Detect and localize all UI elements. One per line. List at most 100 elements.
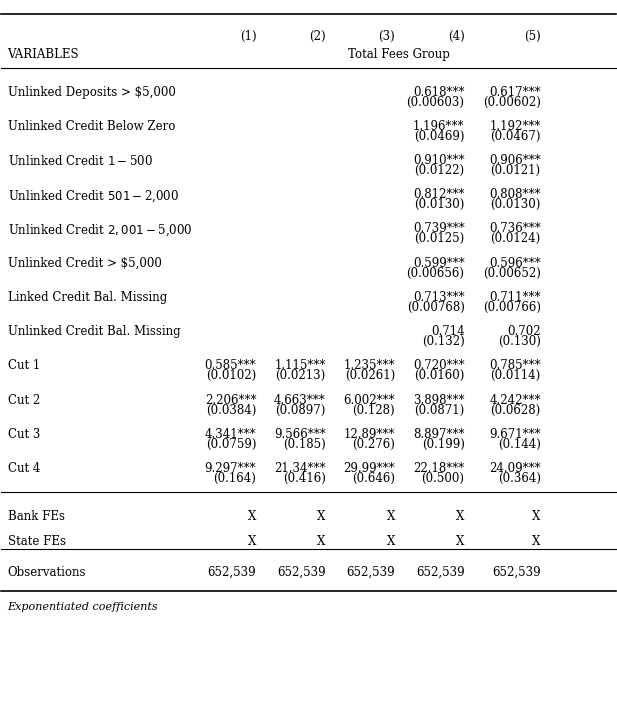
Text: 0.739***: 0.739*** xyxy=(413,222,465,236)
Text: 652,539: 652,539 xyxy=(416,566,465,579)
Text: Cut 3: Cut 3 xyxy=(7,428,40,441)
Text: 0.585***: 0.585*** xyxy=(205,360,256,372)
Text: 652,539: 652,539 xyxy=(492,566,540,579)
Text: 9.566***: 9.566*** xyxy=(274,428,326,441)
Text: (0.0467): (0.0467) xyxy=(490,130,540,143)
Text: (0.128): (0.128) xyxy=(352,404,395,416)
Text: 0.812***: 0.812*** xyxy=(413,189,465,201)
Text: (0.0213): (0.0213) xyxy=(275,369,326,382)
Text: 0.617***: 0.617*** xyxy=(489,86,540,99)
Text: (0.0261): (0.0261) xyxy=(345,369,395,382)
Text: 652,539: 652,539 xyxy=(347,566,395,579)
Text: (0.0130): (0.0130) xyxy=(414,198,465,211)
Text: Cut 2: Cut 2 xyxy=(7,393,39,407)
Text: (0.0759): (0.0759) xyxy=(206,437,256,451)
Text: (0.130): (0.130) xyxy=(498,335,540,348)
Text: 29.99***: 29.99*** xyxy=(344,462,395,475)
Text: 652,539: 652,539 xyxy=(277,566,326,579)
Text: (0.0628): (0.0628) xyxy=(491,404,540,416)
Text: State FEs: State FEs xyxy=(7,536,65,548)
Text: X: X xyxy=(317,536,326,548)
Text: 2.206***: 2.206*** xyxy=(205,393,256,407)
Text: 0.720***: 0.720*** xyxy=(413,360,465,372)
Text: Exponentiated coefficients: Exponentiated coefficients xyxy=(7,602,158,612)
Text: X: X xyxy=(317,510,326,524)
Text: Unlinked Credit $501-$2,000: Unlinked Credit $501-$2,000 xyxy=(7,189,178,204)
Text: (0.00656): (0.00656) xyxy=(407,266,465,280)
Text: 652,539: 652,539 xyxy=(208,566,256,579)
Text: (0.185): (0.185) xyxy=(283,437,326,451)
Text: (0.416): (0.416) xyxy=(283,472,326,485)
Text: 0.713***: 0.713*** xyxy=(413,291,465,304)
Text: 22.18***: 22.18*** xyxy=(413,462,465,475)
Text: (0.276): (0.276) xyxy=(352,437,395,451)
Text: (0.00768): (0.00768) xyxy=(407,301,465,314)
Text: (0.0897): (0.0897) xyxy=(275,404,326,416)
Text: (0.164): (0.164) xyxy=(213,472,256,485)
Text: (0.500): (0.500) xyxy=(421,472,465,485)
Text: X: X xyxy=(456,510,465,524)
Text: (0.00652): (0.00652) xyxy=(482,266,540,280)
Text: (0.364): (0.364) xyxy=(498,472,540,485)
Text: (0.0121): (0.0121) xyxy=(491,164,540,177)
Text: 0.910***: 0.910*** xyxy=(413,154,465,167)
Text: (0.0124): (0.0124) xyxy=(491,233,540,245)
Text: X: X xyxy=(248,510,256,524)
Text: 0.702: 0.702 xyxy=(507,325,540,338)
Text: (0.132): (0.132) xyxy=(422,335,465,348)
Text: (0.00602): (0.00602) xyxy=(482,95,540,109)
Text: Unlinked Credit > $5,000: Unlinked Credit > $5,000 xyxy=(7,257,162,270)
Text: (0.199): (0.199) xyxy=(421,437,465,451)
Text: Unlinked Credit $1-$500: Unlinked Credit $1-$500 xyxy=(7,154,152,168)
Text: Cut 1: Cut 1 xyxy=(7,360,39,372)
Text: VARIABLES: VARIABLES xyxy=(7,48,79,61)
Text: (0.0125): (0.0125) xyxy=(414,233,465,245)
Text: Total Fees Group: Total Fees Group xyxy=(347,48,449,61)
Text: 9.671***: 9.671*** xyxy=(489,428,540,441)
Text: (0.00603): (0.00603) xyxy=(407,95,465,109)
Text: 21.34***: 21.34*** xyxy=(274,462,326,475)
Text: (4): (4) xyxy=(448,30,465,43)
Text: X: X xyxy=(387,536,395,548)
Text: Linked Credit Bal. Missing: Linked Credit Bal. Missing xyxy=(7,291,167,304)
Text: X: X xyxy=(532,510,540,524)
Text: 1.196***: 1.196*** xyxy=(413,120,465,132)
Text: (2): (2) xyxy=(309,30,326,43)
Text: (0.0384): (0.0384) xyxy=(206,404,256,416)
Text: 3.898***: 3.898*** xyxy=(413,393,465,407)
Text: X: X xyxy=(532,536,540,548)
Text: (0.0130): (0.0130) xyxy=(491,198,540,211)
Text: (5): (5) xyxy=(524,30,540,43)
Text: 9.297***: 9.297*** xyxy=(205,462,256,475)
Text: (0.646): (0.646) xyxy=(352,472,395,485)
Text: (1): (1) xyxy=(239,30,256,43)
Text: 12.89***: 12.89*** xyxy=(344,428,395,441)
Text: 0.736***: 0.736*** xyxy=(489,222,540,236)
Text: 6.002***: 6.002*** xyxy=(344,393,395,407)
Text: Bank FEs: Bank FEs xyxy=(7,510,65,524)
Text: (0.0102): (0.0102) xyxy=(206,369,256,382)
Text: 0.599***: 0.599*** xyxy=(413,257,465,270)
Text: (0.0114): (0.0114) xyxy=(491,369,540,382)
Text: (0.0871): (0.0871) xyxy=(414,404,465,416)
Text: Observations: Observations xyxy=(7,566,86,579)
Text: 0.711***: 0.711*** xyxy=(489,291,540,304)
Text: 0.906***: 0.906*** xyxy=(489,154,540,167)
Text: X: X xyxy=(456,536,465,548)
Text: 0.785***: 0.785*** xyxy=(489,360,540,372)
Text: 24.09***: 24.09*** xyxy=(489,462,540,475)
Text: 0.808***: 0.808*** xyxy=(489,189,540,201)
Text: (0.0122): (0.0122) xyxy=(415,164,465,177)
Text: 0.618***: 0.618*** xyxy=(413,86,465,99)
Text: Unlinked Deposits > $5,000: Unlinked Deposits > $5,000 xyxy=(7,86,175,99)
Text: 8.897***: 8.897*** xyxy=(413,428,465,441)
Text: (0.0469): (0.0469) xyxy=(414,130,465,143)
Text: Unlinked Credit Bal. Missing: Unlinked Credit Bal. Missing xyxy=(7,325,180,338)
Text: 4.341***: 4.341*** xyxy=(205,428,256,441)
Text: Unlinked Credit Below Zero: Unlinked Credit Below Zero xyxy=(7,120,175,132)
Text: Unlinked Credit $2,001-$5,000: Unlinked Credit $2,001-$5,000 xyxy=(7,222,192,238)
Text: (0.00766): (0.00766) xyxy=(482,301,540,314)
Text: 4.242***: 4.242*** xyxy=(489,393,540,407)
Text: (3): (3) xyxy=(378,30,395,43)
Text: 1.192***: 1.192*** xyxy=(489,120,540,132)
